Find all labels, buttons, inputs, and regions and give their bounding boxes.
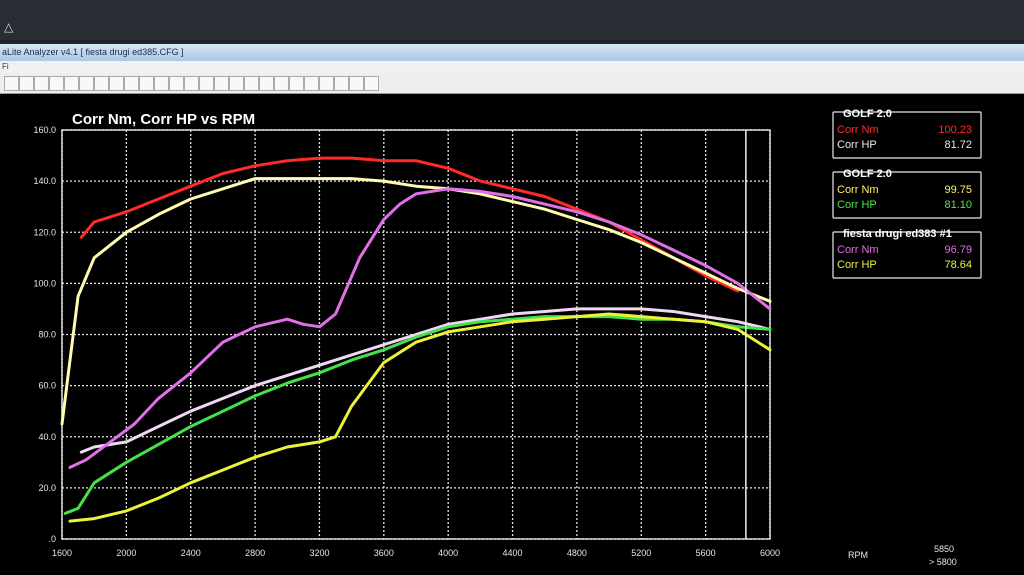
x-tick-label: 4800 bbox=[567, 548, 587, 558]
legend-series-value: 100.23 bbox=[938, 124, 972, 136]
toolbar-button-icon[interactable] bbox=[289, 76, 304, 91]
x-tick-label: 2000 bbox=[116, 548, 136, 558]
x-tick-label: 3600 bbox=[374, 548, 394, 558]
toolbar-button-icon[interactable] bbox=[154, 76, 169, 91]
x-tick-label: 6000 bbox=[760, 548, 780, 558]
legend-series-value: 81.10 bbox=[944, 199, 972, 211]
toolbar-button-icon[interactable] bbox=[94, 76, 109, 91]
legend: GOLF 2.0 Corr Nm 100.23 Corr HP 81.72 GOLF 2.… bbox=[832, 108, 982, 279]
window-titlebar: aLite Analyzer v4.1 [ fiesta drugi ed385… bbox=[0, 44, 1024, 61]
series-line bbox=[79, 307, 772, 454]
window-title: aLite Analyzer v4.1 [ fiesta drugi ed385… bbox=[2, 47, 184, 57]
toolbar-button-icon[interactable] bbox=[169, 76, 184, 91]
cursor-rpm-readout: 5850 bbox=[934, 544, 954, 554]
menu-bar: Fi bbox=[0, 61, 1024, 73]
series-line bbox=[60, 177, 772, 426]
toolbar-button-icon[interactable] bbox=[34, 76, 49, 91]
chart: Corr Nm, Corr HP vs RPM 1600 2000 2400 2800… bbox=[33, 108, 982, 567]
y-tick-label: .0 bbox=[48, 534, 56, 544]
toolbar-button-icon[interactable] bbox=[139, 76, 154, 91]
y-tick-label: 160.0 bbox=[33, 125, 56, 135]
y-tick-label: 140.0 bbox=[33, 176, 56, 186]
y-tick-label: 20.0 bbox=[38, 483, 56, 493]
legend-series-label: Corr HP bbox=[837, 199, 877, 211]
toolbar-button-icon[interactable] bbox=[349, 76, 364, 91]
legend-series-value: 96.79 bbox=[944, 244, 972, 256]
x-tick-label: 2400 bbox=[181, 548, 201, 558]
toolbar-button-icon[interactable] bbox=[184, 76, 199, 91]
x-tick-label: 3200 bbox=[309, 548, 329, 558]
toolbar-button-icon[interactable] bbox=[304, 76, 319, 91]
cursor-range-readout: > 5800 bbox=[929, 557, 957, 567]
toolbar-button-icon[interactable] bbox=[4, 76, 19, 91]
toolbar-button-icon[interactable] bbox=[214, 76, 229, 91]
y-tick-label: 80.0 bbox=[38, 330, 56, 340]
toolbar-button-icon[interactable] bbox=[259, 76, 274, 91]
y-tick-label: 120.0 bbox=[33, 227, 56, 237]
toolbar bbox=[0, 73, 1024, 94]
toolbar-button-icon[interactable] bbox=[229, 76, 244, 91]
toolbar-button-icon[interactable] bbox=[109, 76, 124, 91]
x-axis-ticks: 1600 2000 2400 2800 3200 3600 4000 4400 4800 5200… bbox=[52, 548, 780, 558]
x-tick-label: 4400 bbox=[503, 548, 523, 558]
y-tick-label: 40.0 bbox=[38, 432, 56, 442]
legend-panel bbox=[832, 231, 982, 279]
warning-icon: △ bbox=[4, 20, 14, 34]
series-lines bbox=[60, 156, 772, 523]
x-tick-label: 5600 bbox=[696, 548, 716, 558]
legend-series-label: Corr Nm bbox=[837, 184, 879, 196]
toolbar-button-icon[interactable] bbox=[49, 76, 64, 91]
legend-panel-title: GOLF 2.0 bbox=[843, 168, 892, 180]
series-line bbox=[68, 312, 772, 523]
series-line bbox=[63, 315, 772, 515]
legend-panel-title: GOLF 2.0 bbox=[843, 108, 892, 120]
legend-series-label: Corr Nm bbox=[837, 124, 879, 136]
menu-item-file[interactable]: Fi bbox=[2, 62, 9, 71]
toolbar-button-icon[interactable] bbox=[19, 76, 34, 91]
y-axis-ticks: .0 20.0 40.0 60.0 80.0 100.0 120.0 140.0 160.0 bbox=[33, 125, 56, 544]
screen-top-edge: △ bbox=[0, 0, 1024, 40]
series-line bbox=[68, 187, 772, 469]
x-tick-label: 1600 bbox=[52, 548, 72, 558]
toolbar-button-icon[interactable] bbox=[319, 76, 334, 91]
x-axis-unit-label: RPM bbox=[848, 550, 868, 560]
series-line bbox=[79, 156, 740, 293]
toolbar-button-icon[interactable] bbox=[124, 76, 139, 91]
toolbar-button-icon[interactable] bbox=[274, 76, 289, 91]
toolbar-button-icon[interactable] bbox=[79, 76, 94, 91]
legend-series-label: Corr HP bbox=[837, 139, 877, 151]
toolbar-button-icon[interactable] bbox=[199, 76, 214, 91]
x-tick-label: 4000 bbox=[438, 548, 458, 558]
legend-series-value: 78.64 bbox=[944, 259, 972, 271]
chart-title: Corr Nm, Corr HP vs RPM bbox=[72, 111, 255, 128]
legend-panel bbox=[832, 171, 982, 219]
toolbar-button-icon[interactable] bbox=[334, 76, 349, 91]
y-tick-label: 100.0 bbox=[33, 278, 56, 288]
toolbar-button-icon[interactable] bbox=[364, 76, 379, 91]
legend-series-label: Corr Nm bbox=[837, 244, 879, 256]
legend-panel-title: fiesta drugi ed383 #1 bbox=[843, 228, 952, 240]
x-tick-label: 2800 bbox=[245, 548, 265, 558]
legend-panel bbox=[832, 111, 982, 159]
toolbar-button-icon[interactable] bbox=[244, 76, 259, 91]
legend-series-value: 81.72 bbox=[944, 139, 972, 151]
toolbar-button-icon[interactable] bbox=[64, 76, 79, 91]
legend-series-value: 99.75 bbox=[944, 184, 972, 196]
app-window: aLite Analyzer v4.1 [ fiesta drugi ed385… bbox=[0, 44, 1024, 575]
x-tick-label: 5200 bbox=[631, 548, 651, 558]
y-tick-label: 60.0 bbox=[38, 381, 56, 391]
legend-series-label: Corr HP bbox=[837, 259, 877, 271]
